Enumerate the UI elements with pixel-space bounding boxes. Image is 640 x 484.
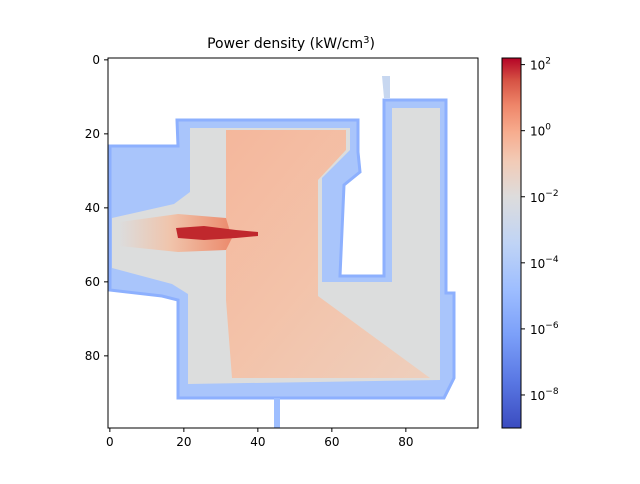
x-tick-label: 40 (250, 435, 265, 449)
heatmap-region-beam (120, 214, 232, 252)
y-tick-label: 20 (85, 127, 100, 141)
x-tick-label: 60 (324, 435, 339, 449)
x-axis: 0 20 40 60 80 (106, 428, 413, 449)
colorbar-tick-label: 10−8 (530, 387, 559, 403)
chart-title-superscript: 3 (363, 35, 369, 46)
y-tick-label: 80 (85, 349, 100, 363)
x-tick-label: 20 (176, 435, 191, 449)
heatmap-region-hot-body (226, 130, 430, 378)
plot-frame (107, 57, 479, 429)
colorbar-tick-label: 10−6 (530, 321, 559, 337)
y-tick-label: 60 (85, 275, 100, 289)
colorbar-ticks: 102 100 10−2 10−4 10−6 10−8 (521, 57, 559, 403)
colorbar-tick-label: 10−2 (530, 189, 559, 205)
colorbar: 102 100 10−2 10−4 10−6 10−8 (501, 57, 559, 429)
y-tick-label: 40 (85, 201, 100, 215)
x-tick-label: 80 (398, 435, 413, 449)
heatmap-image (108, 76, 456, 428)
y-axis: 0 20 40 60 80 (85, 53, 108, 363)
x-tick-label: 0 (106, 435, 114, 449)
colorbar-tick-label: 100 (530, 123, 551, 139)
heatmap-region-beam-peak (176, 226, 258, 240)
chart-title: Power density (kW/cm3) (207, 35, 375, 52)
heatmap-region-stem (274, 398, 280, 428)
y-tick-label: 0 (92, 53, 100, 67)
colorbar-tick-label: 10−4 (530, 255, 559, 271)
heatmap-region-outer-channel (382, 76, 390, 98)
heatmap-plot-area: 0 20 40 60 80 0 20 40 60 80 (85, 53, 479, 449)
colorbar-gradient (501, 57, 522, 429)
colorbar-tick-label: 102 (530, 57, 551, 73)
